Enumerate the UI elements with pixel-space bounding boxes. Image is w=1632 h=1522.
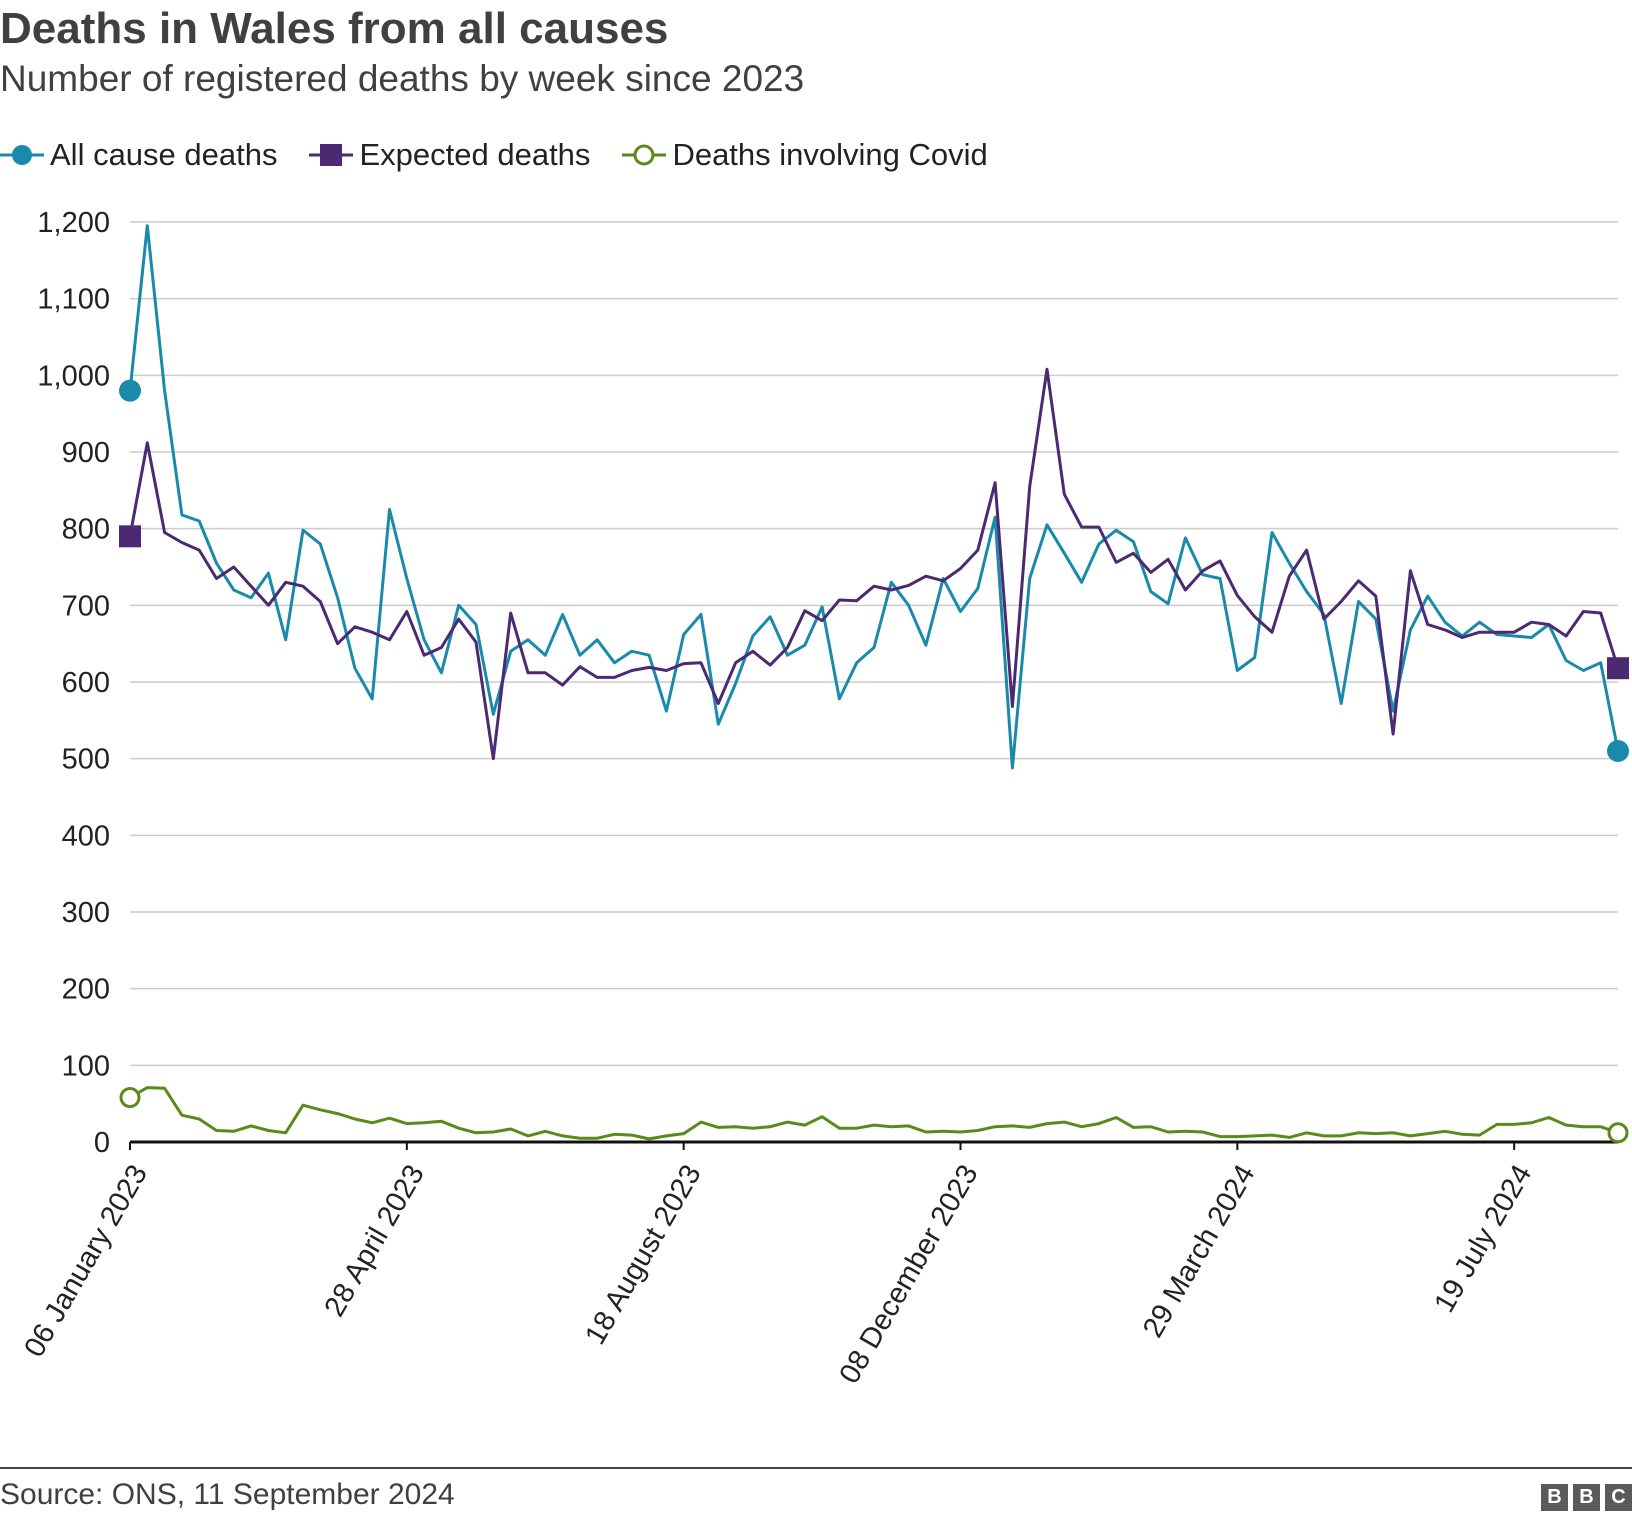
x-tick-label: 06 January 2023 <box>18 1160 154 1363</box>
series-line-1 <box>128 367 1620 761</box>
y-tick-label: 400 <box>62 820 110 852</box>
legend-item-expected: Expected deaths <box>309 137 590 173</box>
line-chart: 0 100 200 300 400 500 600 700 800 900 1,000 1,100 1,… <box>18 207 1629 1390</box>
bbc-logo-letter: B <box>1541 1484 1568 1511</box>
series-marker-0 <box>1607 740 1629 762</box>
y-tick-label: 800 <box>62 514 110 546</box>
legend-label-all-cause: All cause deaths <box>50 137 278 172</box>
y-tick-label: 900 <box>62 437 110 469</box>
bbc-logo: B B C <box>1541 1484 1632 1511</box>
y-tick-label: 600 <box>62 667 110 699</box>
y-tick-label: 1,200 <box>37 207 110 239</box>
legend: All cause deaths Expected deaths Deaths … <box>0 130 1020 180</box>
footer-divider <box>0 1467 1632 1469</box>
legend-label-expected: Expected deaths <box>359 137 591 172</box>
source-note: Source: ONS, 11 September 2024 <box>0 1478 455 1511</box>
y-tick-label: 700 <box>62 590 110 622</box>
chart-subtitle: Number of registered deaths by week sinc… <box>0 58 805 99</box>
legend-key-covid <box>622 144 667 166</box>
y-tick-label: 300 <box>62 897 110 929</box>
bbc-logo-letter: C <box>1605 1484 1632 1511</box>
series-marker-2 <box>1607 1122 1629 1144</box>
series-marker-1 <box>1607 657 1629 680</box>
y-tick-label: 0 <box>94 1127 110 1159</box>
legend-label-covid: Deaths involving Covid <box>672 137 988 172</box>
series-line-2 <box>128 1086 1620 1141</box>
x-tick-label: 29 March 2024 <box>1137 1160 1261 1344</box>
x-tick-label: 28 April 2023 <box>319 1160 431 1323</box>
chart-title: Deaths in Wales from all causes <box>0 4 669 53</box>
legend-item-all-cause: All cause deaths <box>0 137 277 173</box>
series-marker-2 <box>119 1087 141 1109</box>
series-marker-1 <box>119 525 141 548</box>
x-tick-label: 18 August 2023 <box>579 1160 708 1351</box>
bbc-logo-letter: B <box>1573 1484 1600 1511</box>
series-line-0 <box>128 224 1620 770</box>
legend-key-expected <box>309 144 354 166</box>
y-tick-label: 1,100 <box>37 284 110 316</box>
series-marker-0 <box>119 379 141 402</box>
legend-key-all-cause <box>0 145 44 165</box>
x-tick-label: 08 December 2023 <box>834 1160 985 1390</box>
legend-item-covid: Deaths involving Covid <box>622 137 988 173</box>
y-tick-label: 500 <box>62 744 110 776</box>
y-tick-label: 1,000 <box>37 360 110 392</box>
y-tick-label: 100 <box>62 1050 110 1082</box>
y-tick-label: 200 <box>62 974 110 1006</box>
x-tick-label: 19 July 2024 <box>1428 1160 1538 1318</box>
